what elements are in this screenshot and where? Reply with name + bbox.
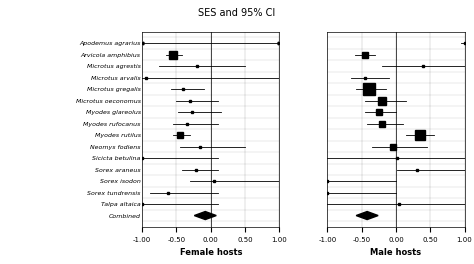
X-axis label: Female hosts: Female hosts bbox=[180, 248, 242, 257]
Polygon shape bbox=[356, 211, 378, 220]
X-axis label: Male hosts: Male hosts bbox=[370, 248, 421, 257]
Text: SES and 95% CI: SES and 95% CI bbox=[199, 8, 275, 18]
Polygon shape bbox=[194, 211, 216, 220]
